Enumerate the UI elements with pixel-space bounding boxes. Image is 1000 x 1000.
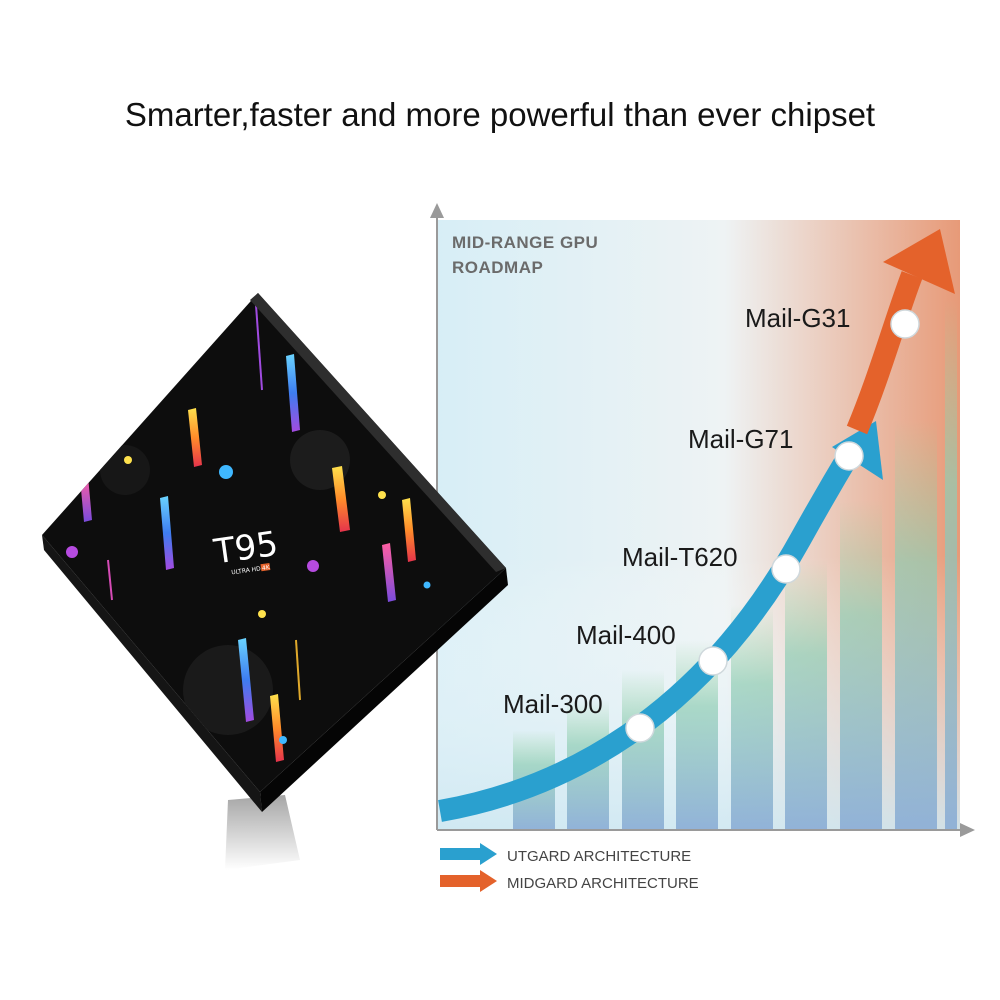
milestone-dot [625, 713, 655, 743]
device-logo: T95 ULTRA HD 4K [211, 524, 281, 577]
milestone-dots [625, 309, 920, 743]
milestone-label: Mail-400 [576, 620, 676, 650]
legend-label: UTGARD ARCHITECTURE [507, 848, 691, 865]
roadmap-bar [785, 560, 827, 830]
roadmap-bar [895, 420, 937, 830]
legend-item-utgard: UTGARD ARCHITECTURE [440, 843, 691, 865]
x-axis-arrow-icon [960, 823, 975, 837]
device-top-pattern [66, 304, 431, 762]
device-side-front [42, 535, 262, 812]
milestone-dot [890, 309, 920, 339]
accent-dot [124, 456, 132, 464]
device-reflection [225, 795, 300, 870]
milestone-label: Mail-T620 [622, 542, 738, 572]
device-badge: 4K [262, 564, 272, 572]
device-subtitle: ULTRA HD [231, 565, 262, 576]
roadmap-bar [945, 300, 957, 830]
accent-line [107, 559, 113, 601]
accent-dot [378, 491, 386, 499]
accent-stripe [270, 694, 284, 762]
accent-dot [258, 610, 266, 618]
accent-stripe [402, 498, 416, 562]
accent-dot [423, 581, 431, 589]
roadmap-bar [622, 670, 664, 830]
accent-dot [219, 465, 233, 479]
roadmap-title-line1: MID-RANGE GPU [452, 233, 598, 252]
accent-dot [66, 546, 78, 558]
striped-circle [182, 355, 234, 423]
tv-box-device: T95 ULTRA HD 4K [42, 293, 508, 870]
device-side-right [260, 568, 508, 812]
accent-stripe [188, 408, 202, 467]
legend-arrow-icon [440, 843, 497, 865]
milestone-dot [698, 646, 728, 676]
midgard-arrowhead-icon [883, 229, 955, 294]
roadmap-title-line2: ROADMAP [452, 258, 543, 277]
milestone-label: Mail-G31 [745, 303, 850, 333]
utgard-arrow [438, 444, 862, 822]
milestone-dot [771, 554, 801, 584]
accent-stripe [286, 354, 300, 432]
milestone-dot [834, 441, 864, 471]
milestone-label: Mail-300 [503, 689, 603, 719]
accent-stripe [160, 496, 174, 570]
accent-dot [279, 736, 287, 744]
accent-line [255, 304, 263, 391]
legend: UTGARD ARCHITECTURE MIDGARD ARCHITECTURE [440, 843, 699, 892]
dark-circle [100, 445, 150, 495]
y-axis-arrow-icon [430, 203, 444, 218]
device-gloss-edge [250, 293, 506, 572]
accent-stripe [238, 638, 254, 722]
device-badge-bg [260, 563, 271, 572]
midgard-arrow [846, 271, 923, 435]
roadmap-panel: MID-RANGE GPU ROADMAP Mail-300 Mail-400 … [430, 203, 975, 892]
accent-dot [307, 560, 319, 572]
headline: Smarter,faster and more powerful than ev… [124, 96, 876, 133]
accent-stripe [332, 466, 350, 532]
milestone-label: Mail-G71 [688, 424, 793, 454]
accent-stripe [382, 543, 396, 602]
legend-item-midgard: MIDGARD ARCHITECTURE [440, 870, 699, 892]
device-top [42, 293, 506, 792]
legend-arrow-icon [440, 870, 497, 892]
accent-line [295, 639, 301, 701]
striped-circle [332, 594, 408, 670]
roadmap-bar [840, 500, 882, 830]
legend-label: MIDGARD ARCHITECTURE [507, 875, 699, 892]
